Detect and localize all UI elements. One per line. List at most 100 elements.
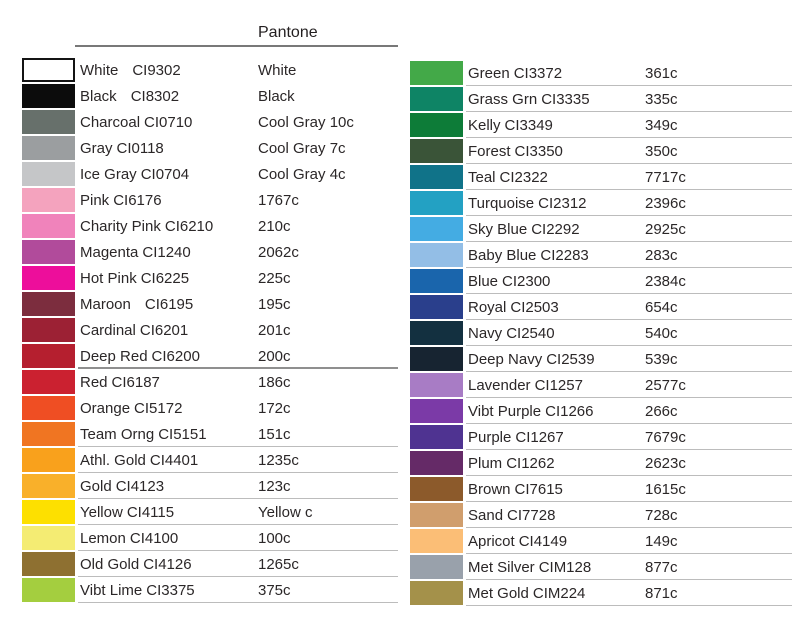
color-row: Team Orng CI5151 151c — [22, 421, 398, 447]
color-row: Forest CI3350 350c — [410, 138, 792, 164]
color-name: Navy — [468, 324, 503, 342]
color-name: Pink — [80, 191, 110, 209]
color-label: Met Silver CIM128 — [468, 559, 645, 576]
color-row: Navy CI2540 540c — [410, 320, 792, 346]
ink-code: CI0118 — [116, 139, 164, 157]
color-label: Green CI3372 — [468, 65, 645, 82]
pantone-value: 7679c — [645, 428, 686, 446]
color-row: Lemon CI4100 100c — [22, 525, 398, 551]
color-swatch — [410, 269, 463, 293]
color-name: Gray — [80, 139, 113, 157]
pantone-value: 149c — [645, 532, 678, 550]
color-swatch — [410, 165, 463, 189]
pantone-value: 654c — [645, 298, 678, 316]
color-label: Black CI8302 — [80, 88, 258, 105]
color-label: Pink CI6176 — [80, 192, 258, 209]
color-row: Cardinal CI6201 201c — [22, 317, 398, 343]
color-label: Ice Gray CI0704 — [80, 166, 258, 183]
pantone-value: 375c — [258, 581, 291, 599]
color-row: Deep Red CI6200 200c — [22, 343, 398, 369]
color-name: Old Gold — [80, 555, 140, 573]
color-row: Pink CI6176 1767c — [22, 187, 398, 213]
ink-code: CI5151 — [158, 425, 207, 443]
ink-code: CI1257 — [534, 376, 583, 394]
color-name: Ice Gray — [80, 165, 137, 183]
color-name: Charcoal — [80, 113, 141, 131]
color-row: Charcoal CI0710 Cool Gray 10c — [22, 109, 398, 135]
ink-code: CI6176 — [113, 191, 162, 209]
color-label: Maroon CI6195 — [80, 296, 258, 313]
ink-code: CI4126 — [143, 555, 192, 573]
color-row: Gray CI0118 Cool Gray 7c — [22, 135, 398, 161]
color-label: Gray CI0118 — [80, 140, 258, 157]
color-swatch — [410, 529, 463, 553]
color-row: Maroon CI6195 195c — [22, 291, 398, 317]
color-row: Apricot CI4149 149c — [410, 528, 792, 554]
color-swatch — [22, 448, 75, 472]
color-swatch — [22, 162, 75, 186]
color-label: Turquoise CI2312 — [468, 195, 645, 212]
ink-code: CI2503 — [510, 298, 559, 316]
color-swatch — [410, 87, 463, 111]
color-swatch — [410, 113, 463, 137]
pantone-value: 877c — [645, 558, 678, 576]
pantone-value: 151c — [258, 425, 291, 443]
pantone-value: 335c — [645, 90, 678, 108]
ink-code: CIM128 — [538, 558, 592, 576]
ink-code: CI1240 — [142, 243, 191, 261]
pantone-value: 728c — [645, 506, 678, 524]
ink-code: CI8302 — [130, 87, 180, 105]
ink-code: CI1266 — [545, 402, 594, 420]
color-label: Yellow CI4115 — [80, 504, 258, 521]
color-label: Sky Blue CI2292 — [468, 221, 645, 238]
color-label: Deep Red CI6200 — [80, 348, 258, 365]
ink-code: CI2283 — [540, 246, 589, 264]
color-name: White — [80, 61, 119, 79]
color-swatch — [410, 503, 463, 527]
color-label: Kelly CI3349 — [468, 117, 645, 134]
color-row: Yellow CI4115 Yellow c — [22, 499, 398, 525]
color-row: Orange CI5172 172c — [22, 395, 398, 421]
pantone-value: 349c — [645, 116, 678, 134]
color-name: Gold — [80, 477, 112, 495]
color-swatch — [22, 110, 75, 134]
color-label: Hot Pink CI6225 — [80, 270, 258, 287]
color-name: Teal — [468, 168, 496, 186]
color-swatch — [22, 526, 75, 550]
color-row: Vibt Lime CI3375 375c — [22, 577, 398, 603]
pantone-value: 210c — [258, 217, 291, 235]
pantone-value: 123c — [258, 477, 291, 495]
color-name: Lavender — [468, 376, 531, 394]
color-row: Black CI8302 Black — [22, 83, 398, 109]
color-name: Purple — [468, 428, 512, 446]
color-label: Royal CI2503 — [468, 299, 645, 316]
color-name: Sand — [468, 506, 504, 524]
ink-code: CI3349 — [504, 116, 553, 134]
pantone-value: 225c — [258, 269, 291, 287]
pantone-value: 871c — [645, 584, 678, 602]
pantone-value: White — [258, 61, 297, 79]
color-label: Lavender CI1257 — [468, 377, 645, 394]
color-label: Vibt Purple CI1266 — [468, 403, 645, 420]
color-name: Green — [468, 64, 510, 82]
pantone-value: 283c — [645, 246, 678, 264]
color-swatch — [22, 578, 75, 602]
color-swatch — [410, 243, 463, 267]
color-swatch — [22, 266, 75, 290]
ink-code: CI3375 — [146, 581, 195, 599]
ink-code: CIM224 — [532, 584, 586, 602]
color-name: Cardinal — [80, 321, 136, 339]
color-swatch — [410, 425, 463, 449]
color-name: Charity Pink — [80, 217, 161, 235]
color-label: Team Orng CI5151 — [80, 426, 258, 443]
ink-code: CI4149 — [518, 532, 568, 550]
color-row: Athl. Gold CI4401 1235c — [22, 447, 398, 473]
color-swatch — [410, 477, 463, 501]
color-label: Met Gold CIM224 — [468, 585, 645, 602]
color-row: Teal CI2322 7717c — [410, 164, 792, 190]
color-name: Brown — [468, 480, 511, 498]
color-label: Blue CI2300 — [468, 273, 645, 290]
ink-code: CI2312 — [538, 194, 587, 212]
pantone-value: 100c — [258, 529, 291, 547]
right-color-column: Green CI3372 361c Grass Grn CI3335 335c Ke… — [410, 60, 792, 606]
